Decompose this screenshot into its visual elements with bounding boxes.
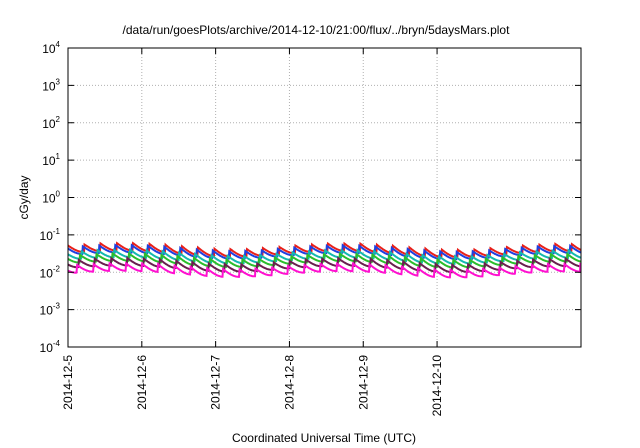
y-tick-label: 104 — [42, 40, 60, 56]
y-tick-labels: 10-4 10-3 10-2 10-1 100 101 102 103 104 — [40, 40, 581, 355]
x-tick-label: 2014-12-7 — [209, 355, 223, 410]
x-tick-labels: 2014-12-5 2014-12-6 2014-12-7 2014-12-8 2014… — [61, 48, 444, 416]
x-tick-label: 2014-12-5 — [61, 355, 75, 410]
y-axis-label: cGy/day — [17, 175, 31, 219]
grid-lines — [68, 48, 581, 347]
y-tick-label: 103 — [42, 77, 60, 93]
y-tick-label: 10-3 — [40, 302, 61, 318]
x-tick-label: 2014-12-6 — [135, 355, 149, 410]
series-line-5 — [67, 261, 582, 279]
series-line-3 — [67, 251, 582, 269]
y-tick-label: 102 — [42, 115, 60, 131]
chart-title: /data/run/goesPlots/archive/2014-12-10/2… — [123, 23, 511, 37]
y-tick-label: 101 — [42, 152, 60, 168]
y-tick-label: 10-1 — [40, 227, 61, 243]
plot-frame — [67, 47, 582, 348]
x-tick-label: 2014-12-9 — [356, 355, 370, 410]
x-axis-label: Coordinated Universal Time (UTC) — [232, 431, 416, 445]
series-group — [67, 241, 582, 279]
y-tick-label: 10-4 — [40, 339, 61, 355]
x-tick-label: 2014-12-8 — [282, 355, 296, 410]
y-tick-label: 100 — [42, 190, 60, 206]
y-tick-label: 10-2 — [40, 264, 61, 280]
series-line-4 — [67, 256, 581, 274]
x-tick-label: 2014-12-10 — [430, 355, 444, 417]
